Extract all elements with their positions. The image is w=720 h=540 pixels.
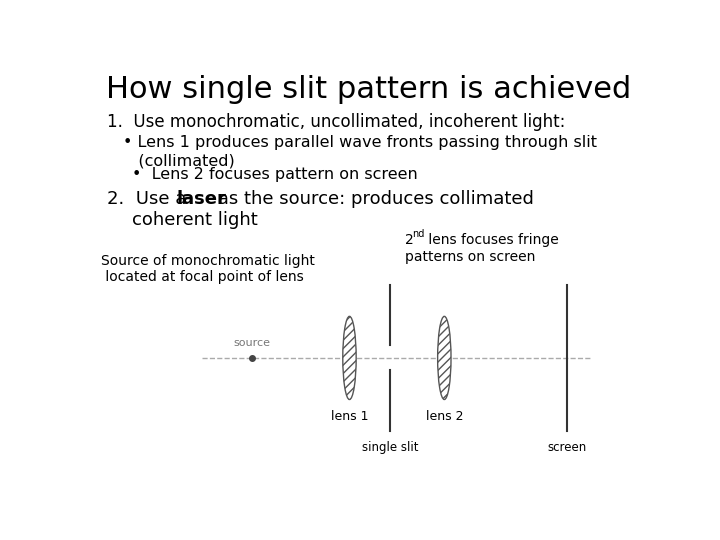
Text: 1.  Use monochromatic, uncollimated, incoherent light:: 1. Use monochromatic, uncollimated, inco… (107, 113, 565, 131)
Text: 2: 2 (405, 233, 414, 247)
Text: as the source: produces collimated: as the source: produces collimated (212, 190, 534, 207)
Ellipse shape (343, 316, 356, 400)
Text: lens 1: lens 1 (330, 410, 368, 423)
Ellipse shape (438, 316, 451, 400)
Text: Source of monochromatic light
 located at focal point of lens: Source of monochromatic light located at… (101, 254, 315, 284)
Text: •  Lens 2 focuses pattern on screen: • Lens 2 focuses pattern on screen (132, 167, 418, 181)
Text: • Lens 1 produces parallel wave fronts passing through slit
   (collimated): • Lens 1 produces parallel wave fronts p… (124, 134, 598, 168)
Text: patterns on screen: patterns on screen (405, 250, 536, 264)
Text: coherent light: coherent light (132, 211, 258, 229)
Text: nd: nd (413, 228, 425, 239)
Text: lens focuses fringe: lens focuses fringe (423, 233, 559, 247)
Text: 2.  Use a: 2. Use a (107, 190, 192, 207)
Text: screen: screen (547, 441, 587, 454)
Text: laser: laser (176, 190, 226, 207)
Text: single slit: single slit (362, 441, 418, 454)
Text: source: source (233, 338, 270, 348)
Text: lens 2: lens 2 (426, 410, 463, 423)
Text: How single slit pattern is achieved: How single slit pattern is achieved (107, 75, 631, 104)
